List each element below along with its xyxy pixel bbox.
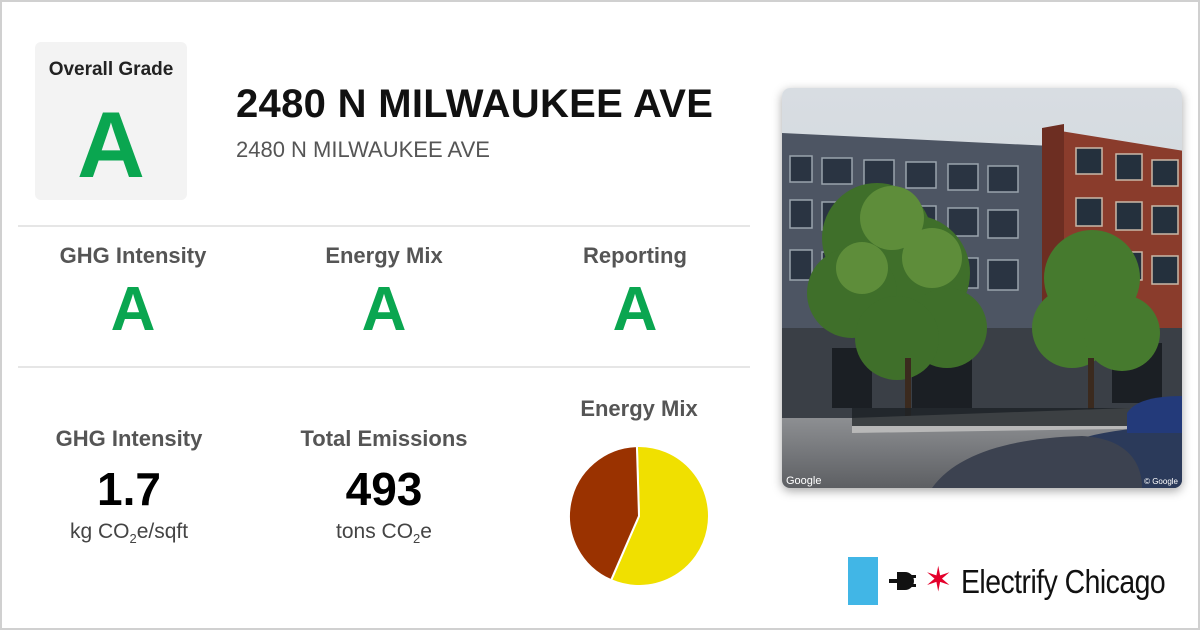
overall-grade-box: Overall Grade A	[35, 42, 187, 200]
grade-value: A	[361, 275, 407, 344]
divider	[18, 366, 750, 368]
stat-label: Total Emissions	[300, 426, 468, 451]
chicago-star-icon: ✶	[924, 561, 953, 599]
photo-credit-google: Google	[786, 475, 821, 487]
divider	[18, 225, 750, 227]
stat-value: 1.7	[97, 463, 161, 515]
stat-unit: tons CO2e	[336, 520, 432, 547]
grade-label: Reporting	[583, 243, 687, 268]
overall-grade-label: Overall Grade	[48, 59, 174, 80]
logo-blue-bar	[848, 557, 878, 605]
building-address: 2480 N MILWAUKEE AVE	[236, 137, 490, 162]
stat-total-emissions: Total Emissions 493 tons CO2e	[264, 426, 504, 546]
stat-ghg-intensity: GHG Intensity 1.7 kg CO2e/sqft	[9, 426, 249, 546]
grade-reporting: Reporting A	[510, 243, 760, 341]
grade-label: GHG Intensity	[59, 243, 207, 268]
photo-credit-copyright: © Google	[1144, 477, 1178, 486]
grade-ghg-intensity: GHG Intensity A	[8, 243, 258, 341]
building-photo: Google © Google	[782, 88, 1182, 488]
energy-mix-chart-title: Energy Mix	[580, 396, 698, 421]
stat-value: 493	[345, 463, 423, 515]
grade-energy-mix: Energy Mix A	[259, 243, 509, 341]
building-photo-image: Google © Google	[782, 88, 1182, 488]
stat-unit: kg CO2e/sqft	[69, 520, 189, 547]
plug-icon	[889, 572, 916, 590]
stat-label: GHG Intensity	[55, 426, 203, 451]
overall-grade-value: A	[77, 92, 145, 197]
grade-label: Energy Mix	[325, 243, 443, 268]
energy-mix-pie-chart	[568, 445, 710, 587]
grade-value: A	[612, 275, 658, 344]
pie-slice-0	[609, 445, 710, 587]
pie-slice-1	[568, 445, 641, 582]
building-title: 2480 N MILWAUKEE AVE	[236, 82, 714, 126]
logo-text: Electrify Chicago	[961, 563, 1166, 600]
grade-value: A	[110, 275, 156, 344]
